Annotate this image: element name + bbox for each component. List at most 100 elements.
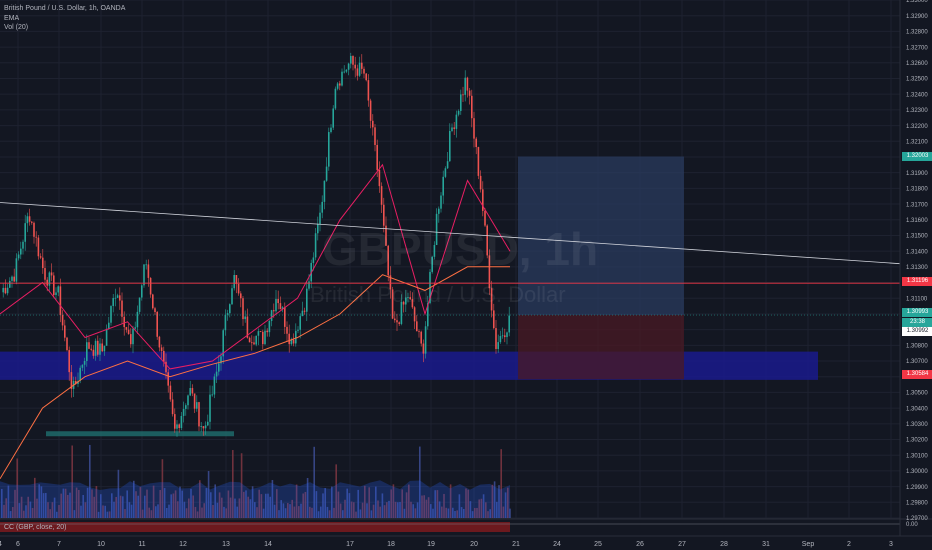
volume-bar [194,506,197,518]
candle-body [229,304,231,314]
volume-bar [372,504,375,518]
candle-body [121,300,123,317]
candle-body [169,385,172,400]
price-tag-resistance: 1.31196 [906,278,929,284]
candle-body [141,285,143,298]
candle-body [259,331,262,332]
volume-bar [117,469,120,518]
candle-body [385,225,387,246]
volume-bar [12,507,14,518]
ema-label[interactable]: EMA [4,14,20,22]
candle-body [506,332,508,338]
volume-bar [504,492,507,518]
volume-bar [168,504,170,518]
volume-bar [339,503,342,518]
volume-bar [311,507,313,518]
candle-body [39,256,42,258]
candle-body [361,62,363,69]
volume-bar [229,497,232,518]
volume-bar [375,486,377,518]
volume-bar [130,504,133,518]
candle-body [413,307,416,322]
candle-body [75,380,77,384]
volume-bar [280,500,282,518]
volume-bar [84,502,87,518]
candle-body [268,320,271,333]
volume-bar [133,480,135,518]
candle-body [438,208,440,214]
volume-bar [163,488,166,518]
candle-body [336,83,339,89]
candle-body [372,120,374,128]
candle-body [303,310,306,312]
volume-bar [135,491,137,518]
candle-body [427,303,429,327]
time-tick-label: 18 [387,541,395,548]
candle-body [352,55,354,65]
indicator-label[interactable]: CC (GBP, close, 20) [4,524,67,531]
candle-body [231,288,233,305]
volume-bar [177,501,179,518]
volume-bar [60,493,62,518]
price-tag-current-time-bg [902,318,932,327]
volume-bar [227,490,230,518]
volume-bar [324,488,326,518]
candle-body [180,415,183,428]
candle-body [466,77,469,91]
volume-bar [403,508,406,518]
candle-body [99,343,101,355]
volume-bar [89,444,91,518]
candle-body [501,335,504,337]
volume-label[interactable]: Vol (20) [4,24,29,31]
candle-body [246,316,249,338]
candle-body [13,276,15,282]
time-tick-label: 25 [594,541,602,548]
candle-body [281,307,284,310]
candle-body [389,275,392,290]
symbol-title[interactable]: British Pound / U.S. Dollar, 1h, OANDA [4,5,126,12]
candle-body [473,118,475,139]
candle-body [224,314,227,331]
candle-body [411,299,414,308]
candle-body [193,393,196,409]
candle-body [369,100,372,121]
candle-body [176,424,178,429]
volume-bar [383,505,386,518]
candle-body [143,264,145,286]
candle-body [191,388,194,394]
volume-bar [126,490,128,518]
candle-body [83,360,86,365]
volume-bar [401,489,403,518]
volume-bar [181,490,183,518]
volume-bar [240,453,243,518]
price-tick-label: 1.31500 [906,234,928,240]
candle-body [407,297,409,298]
volume-bar [5,498,7,518]
candle-body [284,307,286,327]
candle-body [345,69,348,72]
volume-bar [141,509,144,518]
candle-body [6,287,9,294]
candle-body [431,256,433,272]
candle-body [42,257,44,269]
candle-body [114,297,117,299]
volume-bar [427,497,430,518]
volume-bar [381,493,384,518]
candle-body [50,272,53,276]
price-tick-label: 1.32600 [906,61,928,67]
volume-bar [412,504,414,518]
candle-body [165,361,167,373]
volume-bar [256,507,258,518]
candle-body [149,277,152,295]
volume-bar [322,493,324,518]
volume-bar [16,458,18,518]
time-tick-label: 12 [179,541,187,548]
candle-body [460,94,462,111]
volume-bar [359,509,362,518]
candle-body [79,367,81,381]
volume-bar [447,508,450,518]
volume-bar [273,504,276,518]
candle-body [490,288,493,311]
volume-bar [258,489,260,518]
